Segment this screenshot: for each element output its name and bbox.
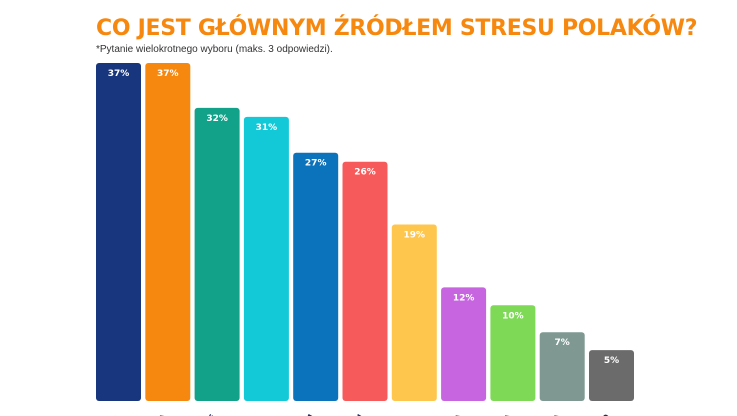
category-tick-label: WIE bbox=[106, 415, 122, 416]
category-tick-label: CJAIA bbox=[153, 412, 176, 416]
bar-3 bbox=[194, 107, 240, 401]
bar-value-label: 31% bbox=[256, 123, 278, 133]
bar-10 bbox=[539, 332, 585, 401]
category-tick-label: DIAIE bbox=[448, 412, 472, 416]
tick-labels-group: WIECJAIANEMICAYMUCIUMJADIAIEJAIANIAENOĆ bbox=[106, 412, 619, 416]
chart-subtitle: *Pytanie wielokrotnego wyboru (maks. 3 o… bbox=[96, 44, 333, 55]
bar-value-label: 5% bbox=[604, 356, 619, 366]
category-tick-label: YMU bbox=[301, 413, 324, 416]
bar-value-label: 37% bbox=[108, 69, 130, 79]
bar-2 bbox=[145, 63, 191, 401]
bar-4 bbox=[243, 116, 289, 402]
category-tick-label: NIAE bbox=[547, 412, 571, 416]
category-tick-label: CIUM bbox=[350, 413, 373, 416]
category-tick-label: NOĆ bbox=[597, 413, 619, 416]
bar-value-label: 26% bbox=[354, 168, 376, 178]
chart-title: CO JEST GŁÓWNYM ŹRÓDŁEM STRESU POLAKÓW? bbox=[96, 16, 698, 41]
bar-7 bbox=[391, 224, 437, 401]
bar-value-label: 10% bbox=[502, 311, 524, 321]
bar-value-label: 32% bbox=[206, 114, 228, 124]
category-tick-label: JAIA bbox=[500, 412, 521, 416]
bar-9 bbox=[490, 305, 536, 401]
bars-group: 37% 37% 32% 31% 27% 26% 19% 12% 10% 7% 5% bbox=[96, 63, 634, 402]
bar-value-label: 19% bbox=[404, 231, 426, 241]
bar-1 bbox=[96, 63, 141, 401]
bar-value-label: 37% bbox=[157, 69, 179, 79]
bar-8 bbox=[441, 287, 487, 401]
bar-value-label: 27% bbox=[305, 159, 327, 169]
category-tick-label: NEMI bbox=[204, 413, 226, 416]
bar-11 bbox=[589, 350, 634, 401]
bar-value-label: 12% bbox=[453, 293, 475, 303]
bar-6 bbox=[342, 161, 388, 401]
bar-5 bbox=[293, 152, 339, 401]
bar-value-label: 7% bbox=[555, 338, 570, 348]
